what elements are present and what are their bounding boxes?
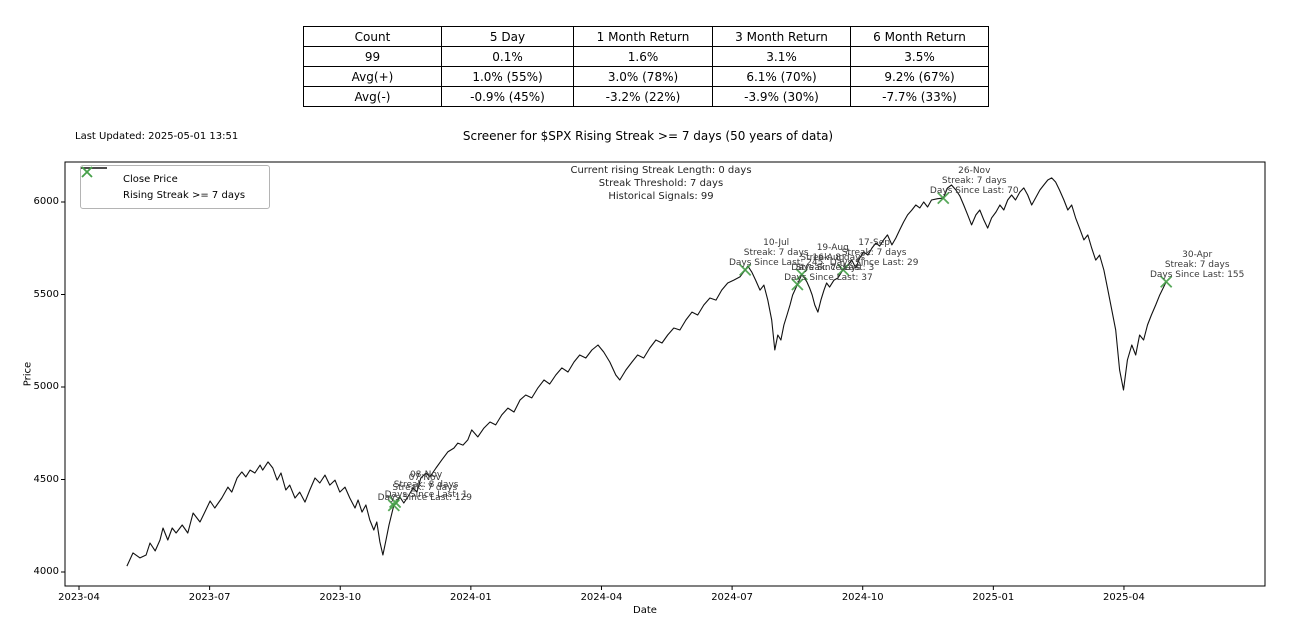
table-cell: -7.7% (33%)	[850, 86, 989, 107]
legend: Close Price Rising Streak >= 7 days	[80, 165, 270, 209]
x-tick-label: 2025-01	[972, 592, 1015, 603]
legend-item-close-price: Close Price	[81, 167, 261, 187]
y-tick-label: 6000	[33, 196, 59, 207]
x-tick-label: 2024-01	[449, 592, 492, 603]
x-tick-label: 2025-04	[1103, 592, 1145, 603]
signal-marker	[836, 263, 850, 276]
y-tick-label: 5000	[33, 381, 59, 392]
y-tick-label: 4000	[33, 566, 59, 577]
signal-marker	[388, 495, 402, 509]
info-historical-signals: Historical Signals: 99	[608, 191, 714, 202]
price-line	[126, 177, 1167, 567]
y-tick-label: 4500	[33, 473, 59, 485]
signal-marker	[937, 191, 950, 205]
last-updated-text: Last Updated: 2025-05-01 13:51	[75, 131, 239, 142]
signal-marker	[739, 263, 752, 277]
legend-close-price-label: Close Price	[123, 173, 178, 185]
plot-frame	[64, 161, 1266, 587]
x-tick-label: 2024-10	[841, 592, 884, 603]
x-tick-label: 2023-07	[188, 592, 231, 603]
table-cell: 6.1% (70%)	[712, 66, 851, 87]
x-tick-label: 2023-04	[58, 592, 100, 603]
table-header-row: Count 5 Day 1 Month Return 3 Month Retur…	[303, 26, 989, 47]
table-header-cell: 6 Month Return	[850, 26, 989, 47]
x-tick-label: 2024-04	[580, 592, 623, 603]
table-cell: Avg(-)	[303, 86, 442, 107]
table-row: Avg(-) -0.9% (45%) -3.2% (22%) -3.9% (30…	[303, 86, 989, 107]
info-box: Current rising Streak Length: 0 days Str…	[570, 164, 751, 203]
legend-rising-streak-label: Rising Streak >= 7 days	[123, 189, 246, 201]
stats-table: Count 5 Day 1 Month Return 3 Month Retur…	[303, 26, 989, 107]
table-cell: -0.9% (45%)	[441, 86, 574, 107]
y-tick-label: 5500	[33, 288, 59, 300]
table-cell: -3.2% (22%)	[573, 86, 713, 107]
signal-marker	[795, 268, 808, 281]
x-tick-label: 2024-07	[711, 592, 753, 603]
info-streak-threshold: Streak Threshold: 7 days	[598, 178, 724, 189]
signal-marker	[1160, 275, 1173, 288]
table-cell: -3.9% (30%)	[712, 86, 851, 107]
table-cell: 3.0% (78%)	[573, 66, 713, 87]
table-row: Avg(+) 1.0% (55%) 3.0% (78%) 6.1% (70%) …	[303, 66, 989, 87]
signal-marker	[791, 278, 804, 291]
legend-item-rising-streak: Rising Streak >= 7 days	[81, 166, 261, 203]
x-axis-label: Date	[633, 605, 657, 616]
info-current-streak: Current rising Streak Length: 0 days	[570, 165, 752, 176]
chart-title: Screener for $SPX Rising Streak >= 7 day…	[462, 129, 834, 143]
x-tick-label: 2023-10	[319, 592, 362, 603]
signal-marker	[387, 499, 400, 512]
